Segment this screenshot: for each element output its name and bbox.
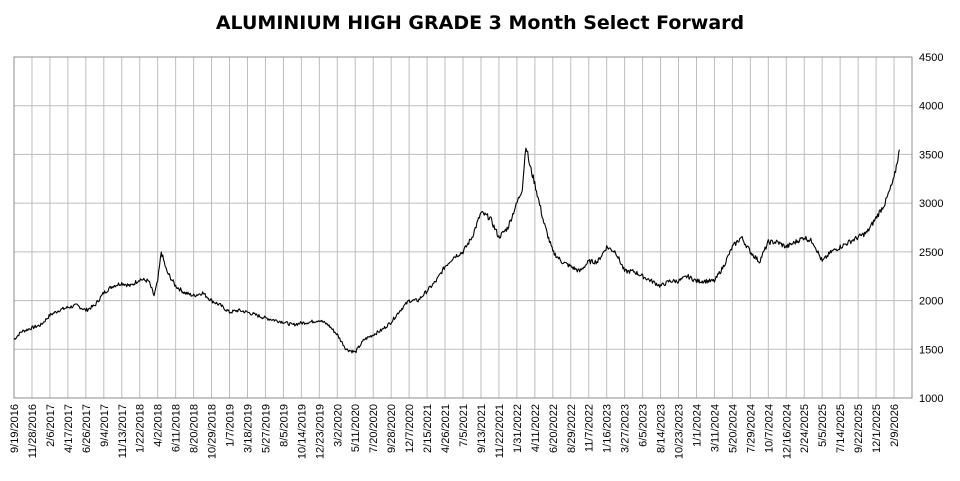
- y-tick-label: 1000: [919, 393, 943, 405]
- x-tick-label: 12/23/2019: [314, 404, 326, 459]
- x-tick-label: 12/7/2020: [404, 404, 416, 453]
- x-tick-label: 1/31/2022: [512, 404, 524, 453]
- x-tick-label: 5/20/2024: [727, 404, 739, 453]
- x-tick-label: 11/13/2017: [117, 404, 129, 458]
- x-tick-label: 4/2/2018: [153, 404, 165, 447]
- x-tick-label: 9/22/2025: [853, 404, 865, 453]
- x-tick-label: 5/11/2020: [350, 404, 362, 452]
- x-tick-label: 8/14/2023: [656, 404, 668, 453]
- x-tick-label: 2/9/2026: [889, 404, 901, 447]
- x-tick-label: 7/20/2020: [368, 404, 380, 453]
- x-tick-label: 7/29/2024: [745, 404, 757, 453]
- x-tick-label: 2/24/2025: [799, 404, 811, 453]
- x-tick-label: 1/22/2018: [135, 404, 147, 453]
- y-tick-label: 3500: [919, 149, 943, 161]
- x-tick-label: 11/28/2016: [27, 404, 39, 458]
- x-tick-label: 8/20/2018: [189, 404, 201, 453]
- y-tick-label: 1500: [919, 344, 943, 356]
- x-tick-label: 10/23/2023: [674, 404, 686, 459]
- x-tick-label: 7/14/2025: [835, 404, 847, 453]
- x-tick-label: 12/1/2025: [871, 404, 883, 453]
- x-tick-label: 6/11/2018: [171, 404, 183, 452]
- y-tick-label: 4500: [919, 52, 943, 64]
- x-tick-label: 8/29/2022: [566, 404, 578, 453]
- x-tick-label: 6/5/2023: [638, 404, 650, 447]
- x-tick-label: 5/5/2025: [817, 404, 829, 447]
- x-tick-label: 2/15/2021: [422, 404, 434, 453]
- x-tick-label: 9/13/2021: [476, 404, 488, 453]
- y-tick-label: 2500: [919, 247, 943, 259]
- x-tick-label: 4/26/2021: [440, 404, 452, 453]
- x-tick-label: 4/11/2022: [530, 404, 542, 452]
- x-tick-label: 9/4/2017: [99, 404, 111, 447]
- y-tick-label: 2000: [919, 296, 943, 308]
- x-tick-label: 5/27/2019: [260, 404, 272, 453]
- x-tick-label: 3/11/2024: [709, 404, 721, 452]
- x-tick-label: 8/5/2019: [278, 404, 290, 447]
- x-tick-label: 3/27/2023: [620, 404, 632, 453]
- x-tick-label: 1/7/2019: [225, 404, 237, 447]
- x-tick-label: 1/16/2023: [602, 404, 614, 453]
- price-series-line: [13, 147, 900, 354]
- y-tick-label: 4000: [919, 101, 943, 113]
- chart-title: ALUMINIUM HIGH GRADE 3 Month Select Forw…: [215, 12, 745, 34]
- x-tick-label: 1/1/2024: [691, 404, 703, 447]
- x-tick-label: 2/6/2017: [45, 404, 57, 447]
- x-tick-label: 9/28/2020: [386, 404, 398, 453]
- x-tick-label: 12/16/2024: [781, 404, 793, 459]
- x-tick-label: 10/14/2019: [296, 404, 308, 459]
- x-tick-label: 3/2/2020: [332, 404, 344, 447]
- x-tick-label: 4/17/2017: [63, 404, 75, 453]
- plot-area-border: [13, 56, 913, 399]
- x-tick-label: 10/29/2018: [207, 404, 219, 459]
- x-tick-label: 11/22/2021: [494, 404, 506, 458]
- x-tick-label: 6/26/2017: [81, 404, 93, 453]
- x-tick-label: 10/7/2024: [763, 404, 775, 453]
- x-tick-label: 3/18/2019: [242, 404, 254, 453]
- x-tick-label: 7/5/2021: [458, 404, 470, 447]
- y-tick-label: 3000: [919, 198, 943, 210]
- x-tick-label: 11/7/2022: [584, 404, 596, 452]
- x-tick-label: 6/20/2022: [548, 404, 560, 453]
- x-tick-label: 9/19/2016: [9, 404, 21, 453]
